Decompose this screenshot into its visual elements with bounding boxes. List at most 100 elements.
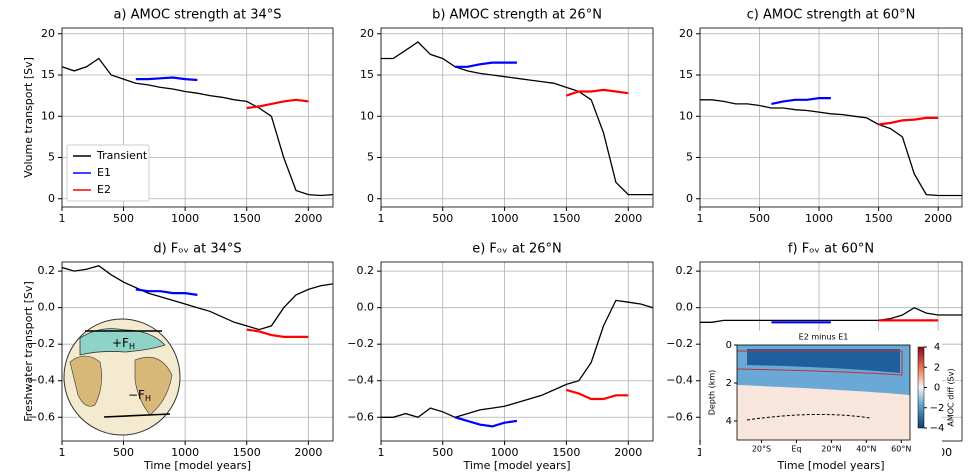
y-tick-label: 0 <box>686 192 693 205</box>
annotation: −FH <box>128 388 151 403</box>
y-tick-label: 15 <box>679 68 693 81</box>
y-tick-label: 10 <box>41 109 55 122</box>
x-tick-label: 1 <box>59 212 66 225</box>
y-tick-label: −0.2 <box>666 337 693 350</box>
x-tick-label: 60°N <box>891 445 911 454</box>
series-line <box>455 61 517 68</box>
x-tick-label: 2000 <box>614 212 642 225</box>
y-tick-label: −0.6 <box>347 410 374 423</box>
x-tick-label: 500 <box>113 446 134 459</box>
x-tick-label: 1000 <box>491 446 519 459</box>
y-tick-label: 15 <box>360 68 374 81</box>
y-tick-label: 0.2 <box>676 264 694 277</box>
y-tick-label: 15 <box>41 68 55 81</box>
x-tick-label: 2000 <box>294 212 322 225</box>
contour-line <box>746 413 871 421</box>
series-line <box>381 299 654 419</box>
colorbar-tick-label: −4 <box>930 423 945 434</box>
x-tick-label: 1 <box>378 212 385 225</box>
y-tick-label: −0.4 <box>666 374 693 387</box>
y-tick-label: −0.4 <box>28 374 55 387</box>
chart-title: d) Fₒᵥ at 34°S <box>153 242 241 257</box>
x-tick-label: 1 <box>697 212 704 225</box>
series-line <box>700 306 962 323</box>
field <box>747 349 900 373</box>
x-tick-label: 500 <box>749 212 770 225</box>
series-line <box>454 416 518 428</box>
x-tick-label: 20°N <box>821 445 841 454</box>
x-tick-label: 1 <box>59 446 66 459</box>
series-line <box>246 98 309 110</box>
x-tick-label: 1 <box>378 446 385 459</box>
y-tick-label: 5 <box>48 151 55 164</box>
x-tick-label: 1500 <box>552 446 580 459</box>
x-tick-label: 500 <box>432 212 453 225</box>
annotation: +FH <box>112 336 135 351</box>
series-line <box>61 264 334 331</box>
legend-label: Transient <box>96 149 148 162</box>
y-tick-label: 0.0 <box>357 301 375 314</box>
y-tick-label: 2 <box>726 378 732 389</box>
plot-frame <box>380 261 654 442</box>
y-tick-label: 10 <box>679 109 693 122</box>
y-axis-label: Volume transport [Sv] <box>22 57 35 178</box>
series-line <box>566 388 629 401</box>
series-line <box>246 328 309 338</box>
x-tick-label: 500 <box>432 446 453 459</box>
y-tick-label: 0.2 <box>38 264 56 277</box>
colorbar <box>917 346 925 429</box>
x-tick-label: 1000 <box>171 446 199 459</box>
x-tick-label: 1500 <box>865 212 893 225</box>
legend-label: E1 <box>97 166 111 179</box>
legend-label: E2 <box>97 183 111 196</box>
series-line <box>61 57 334 197</box>
legend-box <box>66 144 150 202</box>
y-axis-label: Freshwater transport [Sv] <box>22 281 35 422</box>
y-tick-label: −0.2 <box>28 337 55 350</box>
x-tick-label: 40°N <box>856 445 876 454</box>
inset-title: E2 minus E1 <box>799 333 849 342</box>
globe-illustration: +FH −FH <box>63 318 181 436</box>
series-line <box>771 97 831 105</box>
x-tick-label: 1000 <box>491 212 519 225</box>
y-tick-label: 0.2 <box>357 264 375 277</box>
series-line <box>135 76 198 82</box>
y-tick-label: 0.0 <box>676 301 694 314</box>
chart-title: e) Fₒᵥ at 26°N <box>472 242 562 257</box>
x-tick-label: 1500 <box>552 212 580 225</box>
plot-frame <box>736 344 911 441</box>
y-tick-label: 5 <box>367 151 374 164</box>
colorbar-tick-label: 4 <box>934 342 940 353</box>
y-tick-label: 10 <box>360 109 374 122</box>
x-tick-label: 1000 <box>805 212 833 225</box>
x-axis-label: Time [model years] <box>776 459 884 472</box>
y-tick-label: −0.4 <box>347 374 374 387</box>
x-tick-label: 1500 <box>233 212 261 225</box>
annotation-text: −F <box>128 388 145 402</box>
y-tick-label: 0 <box>726 340 732 351</box>
series-line <box>566 88 629 97</box>
plot-frame <box>61 27 334 208</box>
series-line <box>700 99 962 197</box>
y-axis-label: Depth (km) <box>708 370 717 416</box>
contour-line <box>736 350 903 376</box>
x-tick-label: 2000 <box>924 212 952 225</box>
annotation-text: +F <box>112 336 129 350</box>
chart-title: f) Fₒᵥ at 60°N <box>788 242 874 257</box>
x-tick-label: 1 <box>697 446 704 459</box>
y-tick-label: 20 <box>679 27 693 40</box>
chart-title: a) AMOC strength at 34°S <box>113 8 281 23</box>
annotation-sub: H <box>145 394 151 403</box>
x-axis-label: Time [model years] <box>462 459 570 472</box>
y-tick-label: 20 <box>41 27 55 40</box>
y-tick-label: −0.6 <box>666 410 693 423</box>
colorbar-tick-label: −2 <box>930 403 945 414</box>
series-line <box>381 41 653 196</box>
x-tick-label: 1000 <box>171 212 199 225</box>
colorbar-tick-label: 0 <box>934 383 940 394</box>
y-tick-label: −0.2 <box>347 337 374 350</box>
y-tick-label: 0.0 <box>38 301 56 314</box>
x-tick-label: Eq <box>791 445 801 454</box>
plot-frame <box>380 27 654 208</box>
